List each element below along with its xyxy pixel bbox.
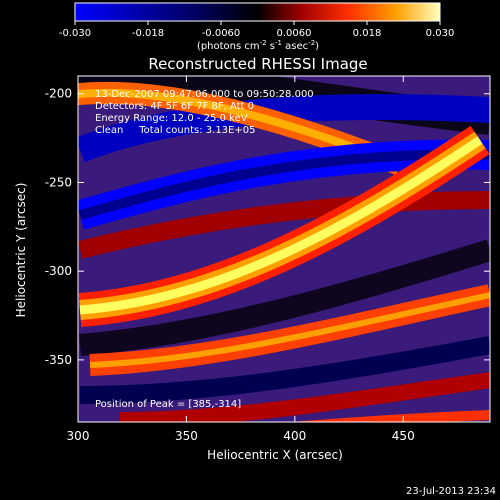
peak-position-label: Position of Peak = [385,-314] xyxy=(95,399,241,410)
colorbar-tick-label: -0.0060 xyxy=(202,28,241,39)
colorbar-tick-label: -0.030 xyxy=(59,28,91,39)
plot-frame xyxy=(77,75,491,423)
chart-title: Reconstructed RHESSI Image xyxy=(148,55,367,73)
y-axis-label: Heliocentric Y (arcsec) xyxy=(14,183,28,318)
annotation-time-range: 13-Dec-2007 09:47:06.000 to 09:50:28.000 xyxy=(95,89,314,100)
y-tick-label: -300 xyxy=(45,264,72,278)
x-tick-label: 350 xyxy=(175,429,198,443)
x-tick-label: 450 xyxy=(392,429,415,443)
colorbar-ticks: -0.030 -0.018 -0.0060 0.0060 0.018 0.030 xyxy=(59,21,454,39)
y-axis-ticks: -200 -250 -300 -350 xyxy=(45,87,490,367)
x-axis-ticks: 300 350 400 450 xyxy=(67,76,415,443)
timestamp: 23-Jul-2013 23:34 xyxy=(406,486,496,497)
annotation-energy-range: Energy Range: 12.0 - 25.0 keV xyxy=(95,113,248,124)
y-tick-label: -350 xyxy=(45,353,72,367)
heatmap-image xyxy=(78,76,490,422)
colorbar-tick-label: -0.018 xyxy=(132,28,164,39)
x-tick-label: 400 xyxy=(283,429,306,443)
colorbar-tick-label: 0.018 xyxy=(353,28,382,39)
y-tick-label: -250 xyxy=(45,175,72,189)
x-axis-label: Heliocentric X (arcsec) xyxy=(207,448,343,462)
colorbar xyxy=(74,2,441,22)
colorbar-unit: (photons cm-2 s-1 asec-2) xyxy=(197,39,319,52)
x-tick-label: 300 xyxy=(67,429,90,443)
colorbar-tick-label: 0.0060 xyxy=(277,28,312,39)
colorbar-tick-label: 0.030 xyxy=(426,28,455,39)
annotation-clean-counts: Clean Total counts: 3.13E+05 xyxy=(95,125,255,136)
y-tick-label: -200 xyxy=(45,87,72,101)
annotation-detectors: Detectors: 4F 5F 6F 7F 8F, Att 0 xyxy=(95,101,254,112)
